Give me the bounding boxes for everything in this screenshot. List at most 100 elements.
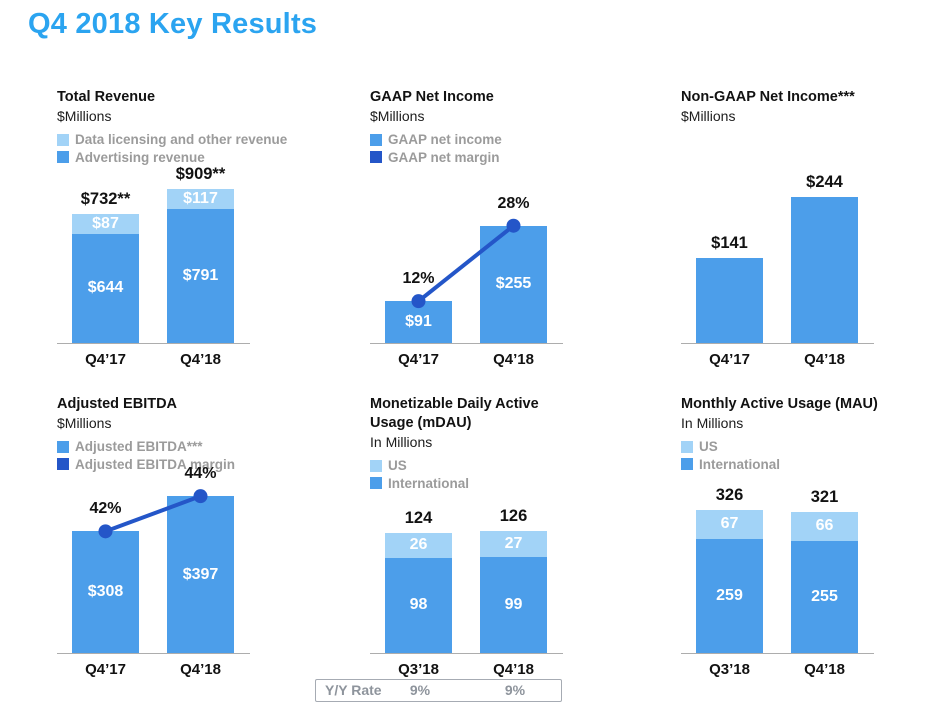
legend-swatch-icon (370, 477, 382, 490)
yy-rate-label: Y/Y Rate (325, 682, 382, 698)
bar-segment: 67 (696, 509, 763, 540)
yy-rate-value: 9% (504, 682, 526, 698)
legend-item: GAAP net income (370, 131, 620, 149)
category-label: Q3’18 (709, 661, 750, 678)
legend-swatch-icon (57, 458, 69, 471)
line-marker-icon (98, 524, 113, 539)
plot-area: $91 Q4’17 $255 Q4’18 12% 28% (370, 88, 620, 368)
percent-label: 44% (184, 465, 217, 483)
bar-total-label: $732** (80, 189, 131, 208)
bar-segment (696, 258, 763, 343)
bar: $117 $791 (167, 188, 234, 343)
margin-line-overlay (98, 489, 208, 539)
bar: 66 255 (791, 511, 858, 653)
chart-title: Non-GAAP Net Income*** (681, 89, 855, 105)
legend-swatch-icon (57, 133, 69, 146)
plot-area: $141 Q4’17 $244 Q4’18 (681, 88, 931, 368)
chart-subtitle: In Millions (681, 415, 744, 431)
legend-item: Adjusted EBITDA*** (57, 438, 307, 456)
margin-line (104, 494, 202, 534)
category-label: Q4’18 (180, 661, 221, 678)
legend-swatch-icon (370, 459, 382, 472)
category-label: Q4’18 (804, 661, 845, 678)
percent-label: 28% (497, 194, 530, 212)
legend: US International (370, 457, 620, 492)
bar-value-label: 255 (811, 587, 838, 605)
legend-item: GAAP net margin (370, 149, 620, 167)
category-label: Q4’18 (493, 351, 534, 368)
chart-total-revenue: Total Revenue $Millions Data licensing a… (57, 88, 307, 388)
axis-line (370, 343, 563, 344)
margin-line (417, 224, 515, 303)
legend-label: Advertising revenue (75, 149, 205, 165)
plot-area: $87 $644 $732** Q4’17 $117 $791 $909** Q4’18 (57, 88, 307, 368)
bar-value-label: 66 (815, 517, 834, 535)
legend-label: International (388, 475, 470, 491)
legend-item: Adjusted EBITDA margin (57, 456, 307, 474)
bar-segment: 98 (385, 557, 452, 653)
bar-segment: $117 (167, 188, 234, 209)
category-label: Q4’18 (180, 351, 221, 368)
bar-value-label: $87 (92, 214, 119, 232)
axis-line (57, 343, 250, 344)
bar (791, 196, 858, 343)
category-label: Q4’18 (493, 661, 534, 678)
chart-gaap-net-income: GAAP Net Income $Millions GAAP net incom… (370, 88, 620, 388)
percent-label: 12% (402, 270, 435, 288)
bar-segment: $644 (72, 233, 139, 343)
legend-swatch-icon (370, 151, 382, 164)
bar-total-label: 326 (715, 485, 744, 504)
legend-label: Adjusted EBITDA*** (75, 439, 203, 454)
legend-label: International (699, 456, 781, 472)
legend: GAAP net income GAAP net margin (370, 131, 620, 166)
bar: $87 $644 (72, 213, 139, 343)
bar-segment: $791 (167, 208, 234, 343)
chart-adjusted-ebitda: Adjusted EBITDA $Millions Adjusted EBITD… (57, 395, 307, 695)
category-label: Q4’17 (709, 351, 750, 368)
category-label: Q3’18 (398, 661, 439, 678)
legend-item: International (681, 456, 931, 474)
bar-segment (791, 196, 858, 343)
bar: $397 (167, 496, 234, 653)
legend: Data licensing and other revenue Advertis… (57, 131, 307, 166)
chart-non-gaap-net-income: Non-GAAP Net Income*** $Millions $141 Q4’… (681, 88, 931, 388)
yy-rate-table: Y/Y Rate 9% 9% (315, 679, 562, 702)
bar-total-label: $141 (711, 234, 748, 253)
legend: Adjusted EBITDA*** Adjusted EBITDA margin (57, 438, 307, 473)
plot-area: 26 98 124 Q3’18 27 99 126 Q4’18 (370, 395, 620, 678)
legend-label: US (699, 439, 718, 454)
legend-item: Data licensing and other revenue (57, 131, 307, 149)
axis-line (370, 653, 563, 654)
legend-item: US (681, 438, 931, 456)
chart-mdau: Monetizable Daily Active Usage (mDAU) In… (370, 395, 620, 695)
page-title: Q4 2018 Key Results (28, 8, 318, 40)
bar-segment: $87 (72, 213, 139, 234)
legend-label: Data licensing and other revenue (75, 132, 288, 147)
bar-value-label: 67 (720, 515, 739, 533)
bar-value-label: 98 (409, 596, 428, 614)
legend-item: Advertising revenue (57, 149, 307, 167)
bar-value-label: $255 (495, 275, 532, 293)
chart-title: GAAP Net Income (370, 89, 494, 105)
legend-swatch-icon (57, 440, 69, 453)
bar-total-label: 126 (499, 506, 528, 525)
plot-area: $308 Q4’17 $397 Q4’18 42% 44% (57, 395, 307, 678)
bar-total-label: $244 (806, 172, 843, 191)
bar (696, 258, 763, 343)
legend-swatch-icon (370, 133, 382, 146)
bar-value-label: $791 (182, 266, 219, 284)
margin-line-overlay (411, 218, 521, 309)
bar-total-label: 321 (810, 487, 839, 506)
legend-swatch-icon (681, 440, 693, 453)
axis-line (681, 653, 874, 654)
category-label: Q4’17 (85, 351, 126, 368)
bar: 27 99 (480, 530, 547, 653)
bar-total-label: 124 (404, 508, 433, 527)
legend-label: Adjusted EBITDA margin (75, 456, 236, 472)
bar-segment: 259 (696, 539, 763, 653)
bar: 26 98 (385, 532, 452, 653)
plot-area: 67 259 326 Q3’18 66 255 321 Q4’18 (681, 395, 931, 678)
line-marker-icon (193, 489, 208, 504)
category-label: Q4’17 (398, 351, 439, 368)
bar-value-label: $308 (87, 583, 124, 601)
